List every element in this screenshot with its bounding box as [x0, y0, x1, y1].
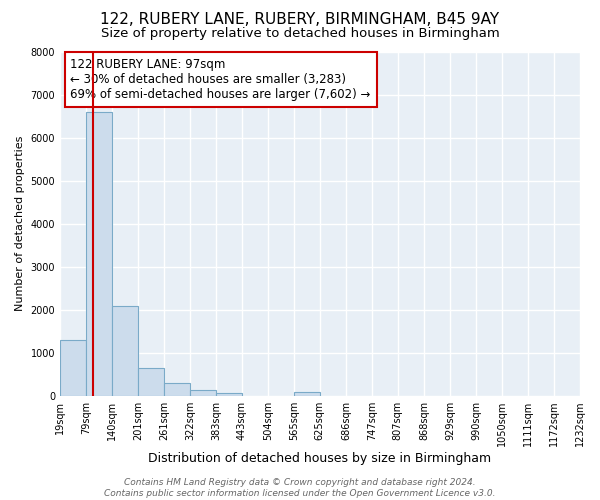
Y-axis label: Number of detached properties: Number of detached properties [15, 136, 25, 312]
Bar [86, 112, 112, 396]
Text: Contains HM Land Registry data © Crown copyright and database right 2024.
Contai: Contains HM Land Registry data © Crown c… [104, 478, 496, 498]
Bar [112, 306, 138, 396]
Bar [216, 392, 242, 396]
Bar [60, 340, 86, 396]
Bar [190, 390, 216, 396]
Text: Size of property relative to detached houses in Birmingham: Size of property relative to detached ho… [101, 28, 499, 40]
Text: 122, RUBERY LANE, RUBERY, BIRMINGHAM, B45 9AY: 122, RUBERY LANE, RUBERY, BIRMINGHAM, B4… [100, 12, 500, 28]
X-axis label: Distribution of detached houses by size in Birmingham: Distribution of detached houses by size … [148, 452, 491, 465]
Bar [294, 392, 320, 396]
Bar [138, 368, 164, 396]
Bar [164, 382, 190, 396]
Text: 122 RUBERY LANE: 97sqm
← 30% of detached houses are smaller (3,283)
69% of semi-: 122 RUBERY LANE: 97sqm ← 30% of detached… [70, 58, 371, 102]
